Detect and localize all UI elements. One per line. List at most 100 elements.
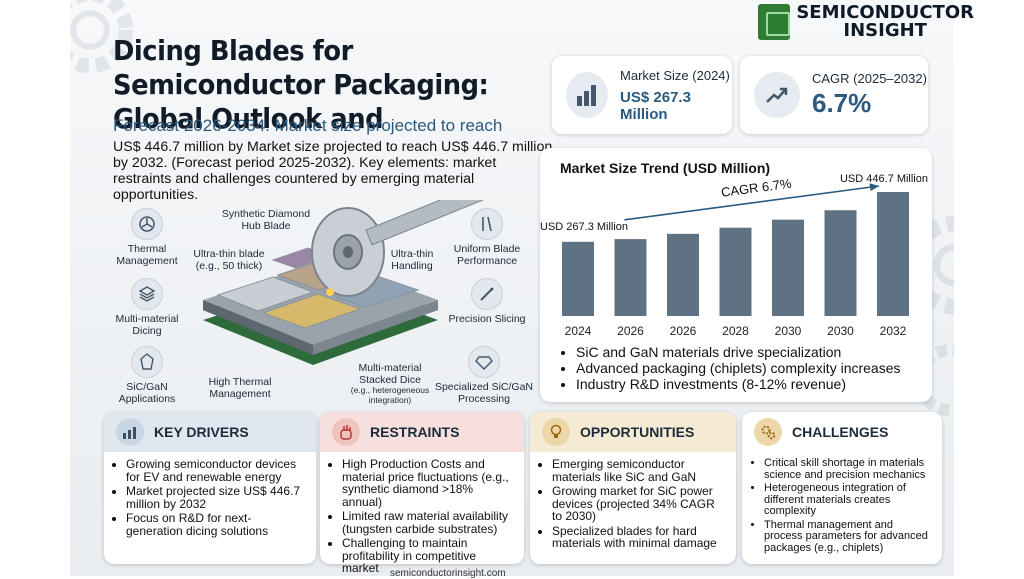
chart-trend-arrow: [624, 185, 880, 221]
card-header: RESTRAINTS: [320, 412, 524, 452]
challenges-card: CHALLENGES Critical skill shortage in ma…: [742, 412, 942, 564]
feature-label: Thermal Management: [116, 243, 178, 267]
list-item: Market projected size US$ 446.7 million …: [126, 485, 308, 510]
list-item: High Production Costs and material price…: [342, 458, 516, 508]
wafer-dicing-illustration: [203, 200, 484, 365]
brand-line-1: SEMICONDUCTOR: [796, 2, 974, 23]
feature-label: Specialized SiC/GaN Processing: [434, 381, 534, 405]
card-header: KEY DRIVERS: [104, 412, 316, 452]
page-description: US$ 446.7 million by Market size project…: [113, 139, 553, 203]
hand-stop-icon: [332, 418, 360, 446]
feature-label: Uniform Blade Performance: [453, 243, 521, 267]
market-trend-chart: 2024 2026 2026 2028 2030 2030 2032 USD 267.3 Mi…: [540, 173, 928, 338]
list-item: Thermal management and process parameter…: [764, 519, 934, 555]
card-list: Growing semiconductor devices for EV and…: [104, 458, 316, 537]
market-size-value: US$ 267.3 Million: [620, 88, 691, 123]
dicing-illustration: Thermal Management Multi-material Dicing…: [108, 200, 538, 410]
card-list: Emerging semiconductor materials like Si…: [530, 458, 736, 550]
chart-x-tick-label: 2026: [670, 324, 697, 338]
scalpel-icon: [471, 278, 503, 310]
card-title: CHALLENGES: [792, 424, 889, 440]
callout-hub-blade: Synthetic Diamond Hub Blade: [221, 208, 311, 232]
cagr-card: CAGR (2025–2032) 6.7%: [740, 56, 928, 134]
chart-x-tick-label: 2030: [827, 324, 854, 338]
list-item: Focus on R&D for next-generation dicing …: [126, 512, 308, 537]
bar-chart-icon: [566, 72, 609, 118]
brand-name: SEMICONDUCTOR INSIGHT: [796, 4, 974, 40]
callout-ultra-thin-handling: Ultra-thin Handling: [390, 248, 434, 272]
gem-icon: [468, 346, 500, 378]
fan-icon: [131, 208, 163, 240]
lightbulb-icon: [542, 418, 570, 446]
market-trend-chart-card: Market Size Trend (USD Million) 2024 2026…: [540, 148, 932, 402]
feature-sic-gan-applications: SiC/GaN Applications: [108, 346, 186, 405]
list-item: Growing semiconductor devices for EV and…: [126, 458, 308, 483]
feature-thermal-management: Thermal Management: [108, 208, 186, 267]
chart-start-label: USD 267.3 Million: [540, 221, 628, 233]
list-item: Growing market for SiC power devices (pr…: [552, 485, 728, 523]
chart-x-tick-label: 2026: [617, 324, 644, 338]
chart-x-tick-label: 2032: [880, 324, 907, 338]
list-item: Specialized blades for hard materials wi…: [552, 524, 728, 550]
blade-icon: [471, 208, 503, 240]
chart-bar: [667, 233, 699, 316]
chart-bar: [772, 219, 804, 316]
feature-multi-material-dicing: Multi-material Dicing: [108, 278, 186, 337]
callout-stacked-dice-title: Multi-material Stacked Dice: [358, 362, 422, 386]
list-item: Emerging semiconductor materials like Si…: [552, 458, 728, 483]
list-item: Heterogeneous integration of different m…: [764, 482, 934, 518]
list-item: Challenging to maintain profitability in…: [342, 537, 516, 575]
trend-up-icon: [754, 72, 800, 118]
chart-bullet-list: SiC and GaN materials drive specializati…: [560, 344, 901, 392]
brand-line-2: INSIGHT: [843, 20, 927, 41]
chart-x-tick-label: 2028: [722, 324, 749, 338]
card-title: OPPORTUNITIES: [580, 424, 695, 440]
feature-specialized-processing: Specialized SiC/GaN Processing: [428, 346, 540, 405]
chip-logo-icon: [758, 4, 791, 40]
chart-x-tick-label: 2030: [775, 324, 802, 338]
chart-bullet: SiC and GaN materials drive specializati…: [576, 344, 901, 360]
chart-x-tick-label: 2024: [565, 324, 592, 338]
card-list: Critical skill shortage in materials sci…: [742, 457, 942, 555]
gears-icon: [754, 418, 782, 446]
feature-label: SiC/GaN Applications: [118, 381, 176, 405]
callout-stacked-dice-note: (e.g., heterogeneous integration): [350, 385, 430, 405]
growth-chart-icon: [116, 418, 144, 446]
layers-icon: [131, 278, 163, 310]
card-header: CHALLENGES: [742, 412, 942, 452]
cagr-label: CAGR (2025–2032): [812, 71, 927, 86]
list-item: Limited raw material availability (tungs…: [342, 510, 516, 535]
feature-label: Multi-material Dicing: [115, 313, 179, 337]
chart-bar: [562, 241, 594, 316]
card-header: OPPORTUNITIES: [530, 412, 736, 452]
cagr-value: 6.7%: [812, 88, 872, 118]
brand-logo: SEMICONDUCTOR INSIGHT: [758, 2, 974, 42]
chart-trend-label: CAGR 6.7%: [720, 176, 793, 200]
opportunities-card: OPPORTUNITIES Emerging semiconductor mat…: [530, 412, 736, 564]
list-item: Critical skill shortage in materials sci…: [764, 457, 934, 481]
chart-title: Market Size Trend (USD Million): [560, 160, 771, 176]
restraints-card: RESTRAINTS High Production Costs and mat…: [320, 412, 524, 574]
chart-bar: [719, 227, 752, 316]
gear-decoration-icon: [70, 0, 134, 74]
chart-bar: [824, 210, 857, 316]
page-title: Dicing Blades for Semiconductor Packagin…: [113, 34, 489, 135]
chart-bar: [877, 192, 909, 316]
key-drivers-card: KEY DRIVERS Growing semiconductor device…: [104, 412, 316, 564]
page-subtitle: Forecast 2026-2034. Market size projecte…: [113, 116, 503, 135]
card-title: KEY DRIVERS: [154, 424, 249, 440]
market-size-card: Market Size (2024) US$ 267.3 Million: [552, 56, 732, 134]
footer-link[interactable]: semiconductorinsight.com: [390, 568, 506, 579]
feature-uniform-blade-performance: Uniform Blade Performance: [442, 208, 532, 267]
market-size-label: Market Size (2024): [620, 67, 730, 83]
card-list: High Production Costs and material price…: [320, 458, 524, 575]
crystal-icon: [131, 346, 163, 378]
chart-bullet: Advanced packaging (chiplets) complexity…: [576, 360, 901, 376]
chart-end-label: USD 446.7 Million: [840, 173, 928, 185]
callout-stacked-dice: Multi-material Stacked Dice (e.g., heter…: [340, 362, 440, 405]
feature-label: Precision Slicing: [448, 313, 526, 325]
chart-trend-arrowhead: [869, 183, 879, 192]
chart-bullet: Industry R&D investments (8-12% revenue): [576, 376, 901, 392]
callout-high-thermal: High Thermal Management: [208, 376, 272, 400]
callout-ultra-thin-blade: Ultra-thin blade (e.g., 50 thick): [193, 248, 265, 272]
